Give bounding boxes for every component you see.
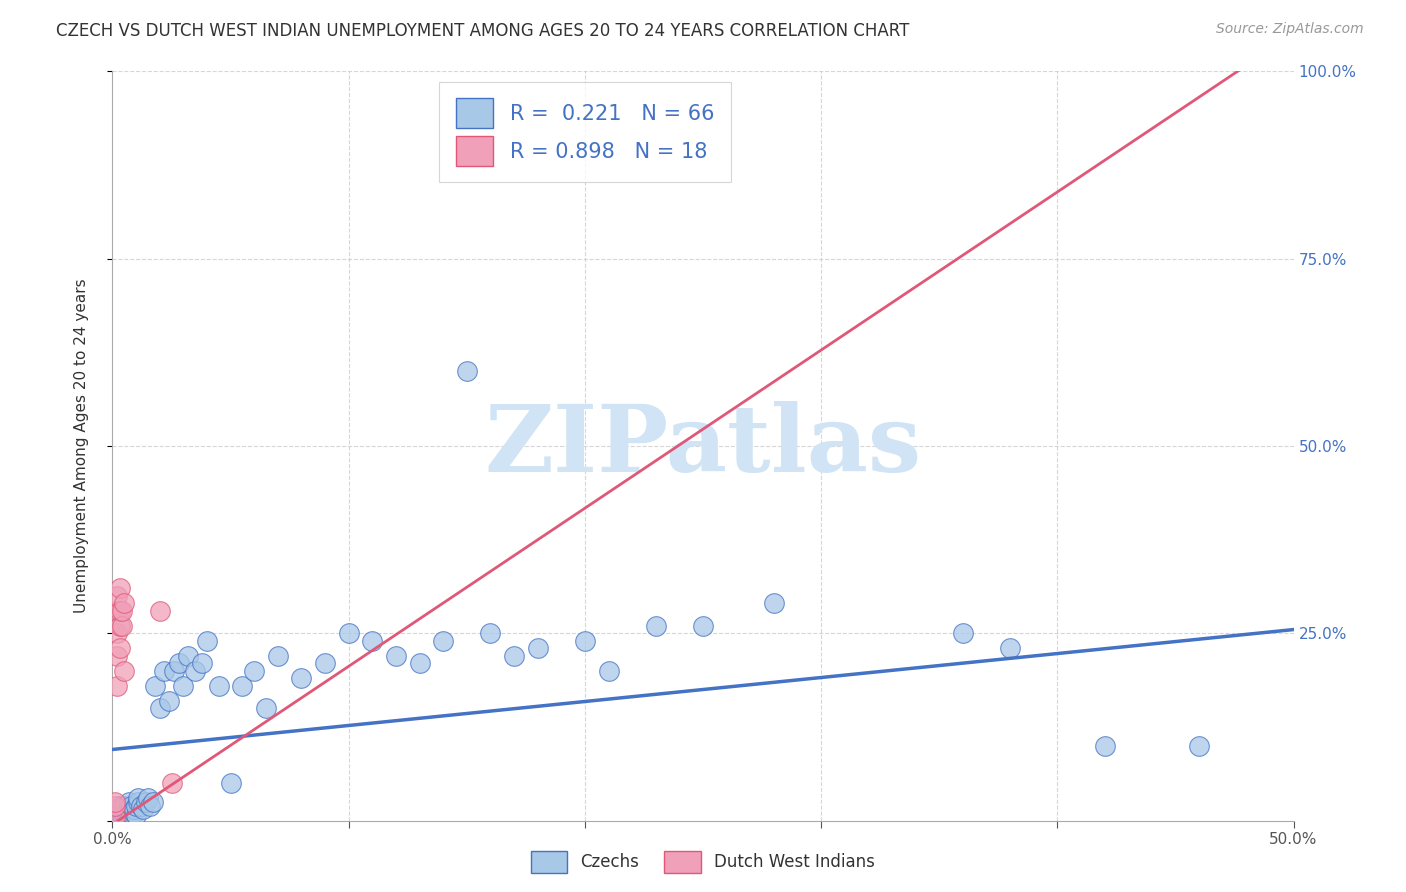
Point xyxy=(111,807,134,822)
Point xyxy=(112,802,135,816)
Point xyxy=(104,798,127,813)
Point xyxy=(337,626,360,640)
Point xyxy=(120,798,142,813)
Point xyxy=(112,798,135,813)
Point xyxy=(129,798,152,813)
Point xyxy=(108,798,131,813)
Point xyxy=(290,671,312,685)
Point xyxy=(115,807,138,822)
Point xyxy=(108,806,131,821)
Point xyxy=(361,633,384,648)
Point xyxy=(115,805,138,819)
Point xyxy=(157,694,180,708)
Point xyxy=(160,776,183,790)
Text: Source: ZipAtlas.com: Source: ZipAtlas.com xyxy=(1216,22,1364,37)
Point xyxy=(526,641,548,656)
Point xyxy=(118,806,141,821)
Point xyxy=(118,795,141,809)
Point xyxy=(153,664,176,678)
Point xyxy=(105,648,128,663)
Point xyxy=(111,619,134,633)
Point xyxy=(135,795,157,809)
Point xyxy=(195,633,218,648)
Point xyxy=(1188,739,1211,753)
Point xyxy=(254,701,277,715)
Point xyxy=(122,806,145,821)
Point xyxy=(112,664,135,678)
Point xyxy=(122,802,145,816)
Point xyxy=(456,364,478,378)
Point xyxy=(692,619,714,633)
Point xyxy=(762,596,785,610)
Point xyxy=(385,648,408,663)
Point xyxy=(105,802,128,816)
Point xyxy=(105,589,128,603)
Point xyxy=(111,805,134,819)
Point xyxy=(598,664,620,678)
Point xyxy=(149,701,172,715)
Point xyxy=(184,664,207,678)
Point xyxy=(167,657,190,671)
Point xyxy=(104,810,127,824)
Point xyxy=(314,657,336,671)
Point xyxy=(432,633,454,648)
Point xyxy=(112,596,135,610)
Point xyxy=(172,679,194,693)
Point xyxy=(191,657,214,671)
Point xyxy=(208,679,231,693)
Point xyxy=(132,802,155,816)
Point xyxy=(136,791,159,805)
Point xyxy=(108,604,131,618)
Point xyxy=(111,800,134,814)
Point xyxy=(127,791,149,805)
Point xyxy=(118,802,141,816)
Point xyxy=(104,806,127,821)
Point xyxy=(120,806,142,821)
Point xyxy=(267,648,290,663)
Legend: R =  0.221   N = 66, R = 0.898   N = 18: R = 0.221 N = 66, R = 0.898 N = 18 xyxy=(439,82,731,182)
Point xyxy=(104,795,127,809)
Point xyxy=(139,798,162,813)
Point xyxy=(149,604,172,618)
Point xyxy=(219,776,242,790)
Point xyxy=(644,619,666,633)
Point xyxy=(1094,739,1116,753)
Point xyxy=(163,664,186,678)
Point xyxy=(112,806,135,821)
Point xyxy=(408,657,430,671)
Point xyxy=(108,619,131,633)
Point xyxy=(127,795,149,809)
Point xyxy=(105,626,128,640)
Text: CZECH VS DUTCH WEST INDIAN UNEMPLOYMENT AMONG AGES 20 TO 24 YEARS CORRELATION CH: CZECH VS DUTCH WEST INDIAN UNEMPLOYMENT … xyxy=(56,22,910,40)
Point xyxy=(177,648,200,663)
Point xyxy=(231,679,253,693)
Point xyxy=(108,641,131,656)
Point xyxy=(125,807,148,822)
Point xyxy=(243,664,266,678)
Point xyxy=(998,641,1021,656)
Point xyxy=(952,626,974,640)
Y-axis label: Unemployment Among Ages 20 to 24 years: Unemployment Among Ages 20 to 24 years xyxy=(75,278,89,614)
Point xyxy=(105,604,128,618)
Point xyxy=(125,798,148,813)
Point xyxy=(479,626,502,640)
Point xyxy=(503,648,526,663)
Point xyxy=(105,679,128,693)
Point xyxy=(142,795,165,809)
Point xyxy=(111,604,134,618)
Point xyxy=(108,582,131,596)
Point xyxy=(574,633,596,648)
Point xyxy=(143,679,166,693)
Legend: Czechs, Dutch West Indians: Czechs, Dutch West Indians xyxy=(524,845,882,880)
Text: ZIPatlas: ZIPatlas xyxy=(485,401,921,491)
